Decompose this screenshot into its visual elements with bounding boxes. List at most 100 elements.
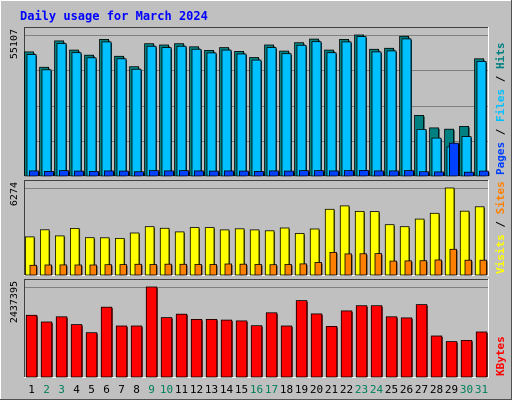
x-tick-label-day-25: 25 xyxy=(385,383,398,396)
panel-3-bar-kbytes-day-11 xyxy=(175,313,188,378)
panel-3-legend: KBytes xyxy=(494,336,507,376)
x-tick-label-day-5: 5 xyxy=(88,383,95,396)
x-tick-label-day-26: 26 xyxy=(400,383,413,396)
panel-1-bar-files-day-27 xyxy=(416,128,427,177)
x-tick-label-day-8: 8 xyxy=(133,383,140,396)
panel-2-bar-sites-day-20 xyxy=(314,262,322,276)
x-tick-label-day-20: 20 xyxy=(310,383,323,396)
x-tick-label-day-18: 18 xyxy=(280,383,293,396)
x-axis-labels: 1 2 3 4 5 6 7 8 9 10 11 12 13 14 15 16 17 18 19 20 21 22 23 24 2… xyxy=(28,383,488,396)
panel-1-legend-separator: / xyxy=(494,69,507,89)
x-tick-label-day-19: 19 xyxy=(295,383,308,396)
panel-2-bar-sites-day-5 xyxy=(89,264,97,276)
panel-1-bar-files-day-6 xyxy=(101,41,112,177)
x-tick-label-day-1: 1 xyxy=(28,383,35,396)
panel-3-bar-kbytes-day-4 xyxy=(70,324,83,378)
x-tick-label-day-21: 21 xyxy=(325,383,338,396)
panel-1-bar-pages-day-1 xyxy=(28,170,39,177)
panel-1-legend-files: Files xyxy=(494,89,507,122)
panel-3-bar-kbytes-day-19 xyxy=(295,300,308,378)
panel-3-bar-kbytes-day-25 xyxy=(385,316,398,378)
panel-1-bar-files-day-24 xyxy=(371,51,382,177)
panel-1-bar-pages-day-4 xyxy=(74,170,84,177)
panel-2-bar-sites-day-13 xyxy=(209,264,217,276)
panel-3-bar-kbytes-day-23 xyxy=(355,305,368,378)
x-tick-label-day-23: 23 xyxy=(355,383,368,396)
x-tick-label-day-7: 7 xyxy=(118,383,125,396)
panel-1-bar-files-day-10 xyxy=(161,47,172,177)
x-tick-label-day-4: 4 xyxy=(73,383,80,396)
panel-1-bar-files-day-28 xyxy=(431,137,442,177)
chart-panels: 55107 Pages / Files / Hits 6274 Visits / Si… xyxy=(9,27,507,378)
panel-1-bar-pages-day-29 xyxy=(448,142,459,177)
panel-2-bar-sites-day-26 xyxy=(404,260,412,276)
panel-3-bar-kbytes-day-27 xyxy=(415,304,428,378)
panel-1-bar-files-day-17 xyxy=(266,47,277,177)
panel-1-bar-pages-day-9 xyxy=(148,170,159,177)
panel-3-legend-kbytes: KBytes xyxy=(494,336,507,376)
panel-1-bar-files-day-11 xyxy=(176,45,187,177)
panel-1-bar-pages-day-17 xyxy=(268,170,279,177)
panel-2-bar-sites-day-16 xyxy=(254,264,262,276)
panel-2-bar-sites-day-23 xyxy=(359,253,367,276)
panel-1-bar-files-day-8 xyxy=(131,68,142,177)
x-tick-label-day-27: 27 xyxy=(415,383,428,396)
x-tick-label-day-11: 11 xyxy=(175,383,188,396)
panel-1-bar-pages-day-16 xyxy=(253,170,264,177)
panel-1-bar-pages-day-13 xyxy=(208,170,219,177)
panel-1-bar-files-day-1 xyxy=(26,54,37,177)
panel-2-bar-sites-day-22 xyxy=(344,253,352,276)
panel-3-bar-kbytes-day-8 xyxy=(130,325,143,378)
panel-2-bar-sites-day-17 xyxy=(269,264,277,276)
panel-3-bar-kbytes-day-16 xyxy=(250,325,263,378)
panel-1-bar-pages-day-11 xyxy=(178,170,189,177)
panel-1-ymax-label: 55107 xyxy=(9,29,20,59)
panel-2-bar-sites-day-27 xyxy=(419,260,427,276)
panel-1-bar-pages-day-23 xyxy=(358,169,369,177)
panel-1-bar-files-day-5 xyxy=(86,57,97,177)
panel-1-bar-files-day-31 xyxy=(476,61,487,177)
panel-2-bar-sites-day-31 xyxy=(479,259,487,276)
panel-1-bar-files-day-18 xyxy=(281,53,292,177)
panel-1-bar-pages-day-20 xyxy=(313,170,324,177)
panel-3-bar-kbytes-day-15 xyxy=(235,320,248,378)
panel-1-bar-pages-day-27 xyxy=(418,171,429,177)
panel-1-legend-hits: Hits xyxy=(494,43,507,70)
panel-2-bar-sites-day-9 xyxy=(149,264,157,276)
x-tick-label-day-30: 30 xyxy=(460,383,473,396)
x-tick-label-day-10: 10 xyxy=(160,383,173,396)
x-tick-label-day-9: 9 xyxy=(148,383,155,396)
panel-2-bar-sites-day-25 xyxy=(389,260,397,276)
panel-1-bar-pages-day-14 xyxy=(223,170,234,177)
panel-3-bar-kbytes-day-31 xyxy=(475,331,488,378)
panel-1-bar-files-day-26 xyxy=(401,38,412,177)
panel-3-bar-kbytes-day-18 xyxy=(280,325,293,378)
panel-1-bar-files-day-14 xyxy=(221,49,232,177)
panel-1-bar-pages-day-30 xyxy=(463,171,474,177)
panel-1-legend-pages: Pages xyxy=(494,142,507,175)
panel-1-bar-files-day-25 xyxy=(386,50,397,177)
x-tick-label-day-22: 22 xyxy=(340,383,353,396)
panel-2-bar-sites-day-3 xyxy=(59,264,67,276)
panel-1-bar-pages-day-31 xyxy=(478,170,489,177)
panel-1-legend-separator: / xyxy=(494,122,507,142)
x-tick-label-day-13: 13 xyxy=(205,383,218,396)
panel-2-bar-sites-day-10 xyxy=(164,263,172,276)
panel-3-bar-kbytes-day-30 xyxy=(460,339,473,378)
panel-1-bar-files-day-21 xyxy=(326,52,337,177)
panel-2-bar-sites-day-28 xyxy=(434,259,442,276)
panel-1-bar-files-day-2 xyxy=(41,69,52,177)
panel-3-bar-kbytes-day-9 xyxy=(145,286,158,378)
panel-1-bar-pages-day-25 xyxy=(388,170,399,177)
panel-1-bar-pages-day-8 xyxy=(133,171,144,177)
panel-1-bar-pages-day-26 xyxy=(403,170,414,177)
panel-2-bar-sites-day-11 xyxy=(179,263,187,276)
x-tick-label-day-15: 15 xyxy=(235,383,248,396)
panel-3-bar-kbytes-day-13 xyxy=(205,318,218,378)
x-tick-label-day-17: 17 xyxy=(265,383,278,396)
panel-1-bar-files-day-16 xyxy=(251,59,262,177)
panel-1-bar-pages-day-15 xyxy=(238,170,249,177)
panel-1-bar-pages-day-6 xyxy=(104,170,114,177)
panel-1-bar-pages-day-24 xyxy=(373,170,384,177)
